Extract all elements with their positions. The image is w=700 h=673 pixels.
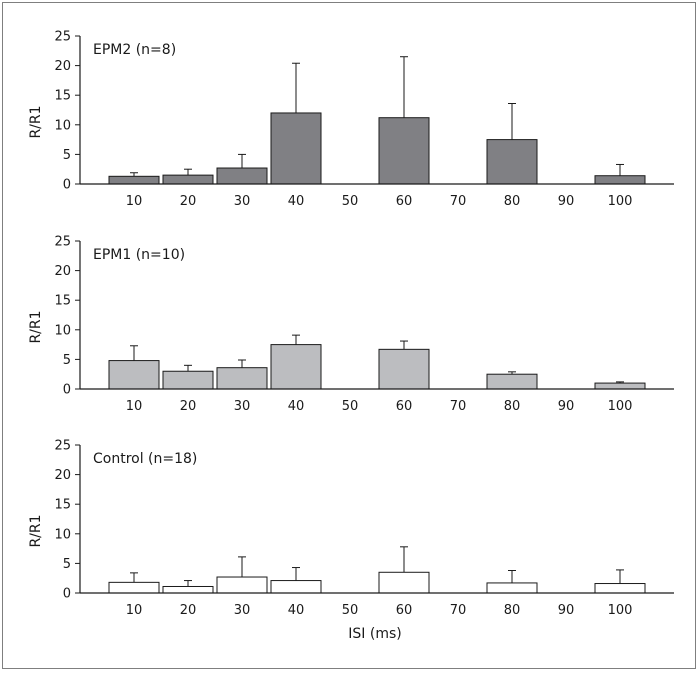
y-axis-label: R/R1 [28,514,44,547]
x-tick-label: 30 [234,399,251,414]
x-tick-label: 20 [180,194,197,209]
x-tick-label: 50 [342,603,359,618]
x-tick-label: 30 [234,194,251,209]
bar-10 [108,360,160,390]
y-tick-label: 15 [54,294,71,309]
x-tick-label: 30 [234,603,251,618]
bar-20 [162,585,214,594]
bar-100 [594,175,646,185]
y-tick-label: 25 [54,30,71,45]
x-tick-label: 60 [396,399,413,414]
bar-60 [378,117,430,185]
y-tick-label: 20 [54,59,71,74]
x-tick-label: 10 [126,399,143,414]
y-tick-label: 10 [54,527,71,542]
y-axis-label: R/R1 [28,310,44,343]
chart-panel-2: 0 5 10 15 20 25 10 20 30 40 50 60 70 80 90 100 EPM1 (n=1… [28,235,674,414]
x-tick-label: 90 [558,399,575,414]
bar-20 [162,370,214,390]
x-tick-label: 10 [126,603,143,618]
y-tick-label: 25 [54,439,71,454]
x-tick-label: 70 [450,603,467,618]
x-tick-label: 10 [126,194,143,209]
bar-30 [216,576,268,594]
x-tick-label: 100 [608,194,633,209]
y-tick-label: 5 [63,557,71,572]
x-tick-label: 100 [608,603,633,618]
bar-80 [486,139,538,185]
x-tick-label: 70 [450,399,467,414]
x-tick-label: 80 [504,399,521,414]
bar-40 [270,112,322,185]
chart-panel-3: 0 5 10 15 20 25 10 20 30 40 50 60 70 80 90 100 Control (… [28,439,674,642]
bar-80 [486,582,538,594]
x-tick-label: 60 [396,603,413,618]
bar-40 [270,344,322,390]
bar-20 [162,174,214,185]
bar-60 [378,571,430,594]
bar-40 [270,580,322,594]
y-tick-label: 0 [63,178,71,193]
bar-30 [216,167,268,185]
y-tick-label: 10 [54,118,71,133]
x-tick-label: 90 [558,603,575,618]
x-tick-label: 60 [396,194,413,209]
y-axis-label: R/R1 [28,105,44,138]
bar-100 [594,382,646,390]
panel-title: EPM2 (n=8) [93,42,176,58]
y-tick-label: 0 [63,587,71,602]
y-tick-label: 25 [54,235,71,250]
y-tick-label: 5 [63,148,71,163]
x-tick-label: 50 [342,399,359,414]
x-tick-label: 50 [342,194,359,209]
bar-100 [594,583,646,594]
y-tick-label: 5 [63,353,71,368]
chart-panel-1: 0 5 10 15 20 25 10 20 30 40 50 60 70 80 90 100 EPM2 (n=8… [28,30,674,209]
y-tick-label: 10 [54,323,71,338]
y-tick-label: 20 [54,264,71,279]
bar-60 [378,348,430,390]
x-tick-label: 70 [450,194,467,209]
panel-title: EPM1 (n=10) [93,247,185,263]
y-tick-label: 15 [54,498,71,513]
y-tick-label: 15 [54,89,71,104]
x-tick-label: 20 [180,603,197,618]
y-tick-label: 0 [63,383,71,398]
x-tick-label: 40 [288,399,305,414]
panel-title: Control (n=18) [93,451,197,467]
bar-80 [486,373,538,390]
x-axis-label: ISI (ms) [348,626,401,642]
x-tick-label: 90 [558,194,575,209]
x-tick-label: 20 [180,399,197,414]
x-tick-label: 80 [504,194,521,209]
bar-10 [108,175,160,185]
x-tick-label: 100 [608,399,633,414]
bar-30 [216,367,268,390]
x-tick-label: 40 [288,603,305,618]
x-tick-label: 80 [504,603,521,618]
x-tick-label: 40 [288,194,305,209]
bar-10 [108,581,160,594]
y-tick-label: 20 [54,468,71,483]
